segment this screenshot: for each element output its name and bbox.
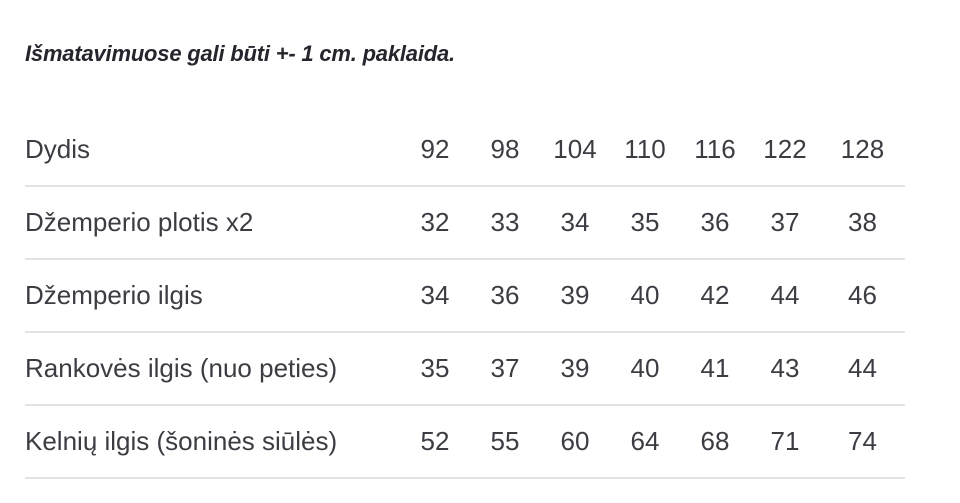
size-value: 55 [470,405,540,480]
size-value: 38 [820,186,905,261]
size-value: 37 [470,332,540,407]
size-value: 44 [820,332,905,407]
row-label: Kelnių ilgis (šoninės siūlės) [25,405,400,480]
column-header-size: 92 [400,114,470,188]
size-value: 68 [680,405,750,480]
size-value: 37 [750,186,820,261]
tolerance-note: Išmatavimuose gali būti +- 1 cm. paklaid… [25,41,455,66]
table-row: Džemperio ilgis 34 36 39 40 42 44 46 [25,259,905,334]
size-value: 52 [400,405,470,480]
size-value: 39 [540,332,610,407]
size-value: 39 [540,259,610,334]
size-value: 60 [540,405,610,480]
size-value: 42 [680,259,750,334]
size-value: 40 [610,332,680,407]
column-header-label: Dydis [25,114,400,188]
row-label: Džemperio plotis x2 [25,186,400,261]
table-row: Rankovės ilgis (nuo peties) 35 37 39 40 … [25,332,905,407]
size-value: 34 [540,186,610,261]
size-value: 44 [750,259,820,334]
column-header-size: 122 [750,114,820,188]
column-header-size: 104 [540,114,610,188]
size-value: 40 [610,259,680,334]
table-header-row: Dydis 92 98 104 110 116 122 128 [25,114,905,188]
column-header-size: 110 [610,114,680,188]
table-row: Kelnių ilgis (šoninės siūlės) 52 55 60 6… [25,405,905,480]
column-header-size: 98 [470,114,540,188]
table-row: Džemperio plotis x2 32 33 34 35 36 37 38 [25,186,905,261]
size-value: 34 [400,259,470,334]
size-value: 35 [610,186,680,261]
column-header-size: 116 [680,114,750,188]
size-value: 41 [680,332,750,407]
size-value: 36 [680,186,750,261]
size-value: 32 [400,186,470,261]
row-label: Džemperio ilgis [25,259,400,334]
size-value: 46 [820,259,905,334]
size-value: 64 [610,405,680,480]
size-value: 43 [750,332,820,407]
size-value: 74 [820,405,905,480]
size-value: 33 [470,186,540,261]
size-value: 71 [750,405,820,480]
column-header-size: 128 [820,114,905,188]
size-value: 35 [400,332,470,407]
size-chart-table: Dydis 92 98 104 110 116 122 128 Džemperi… [25,114,905,480]
size-value: 36 [470,259,540,334]
row-label: Rankovės ilgis (nuo peties) [25,332,400,407]
